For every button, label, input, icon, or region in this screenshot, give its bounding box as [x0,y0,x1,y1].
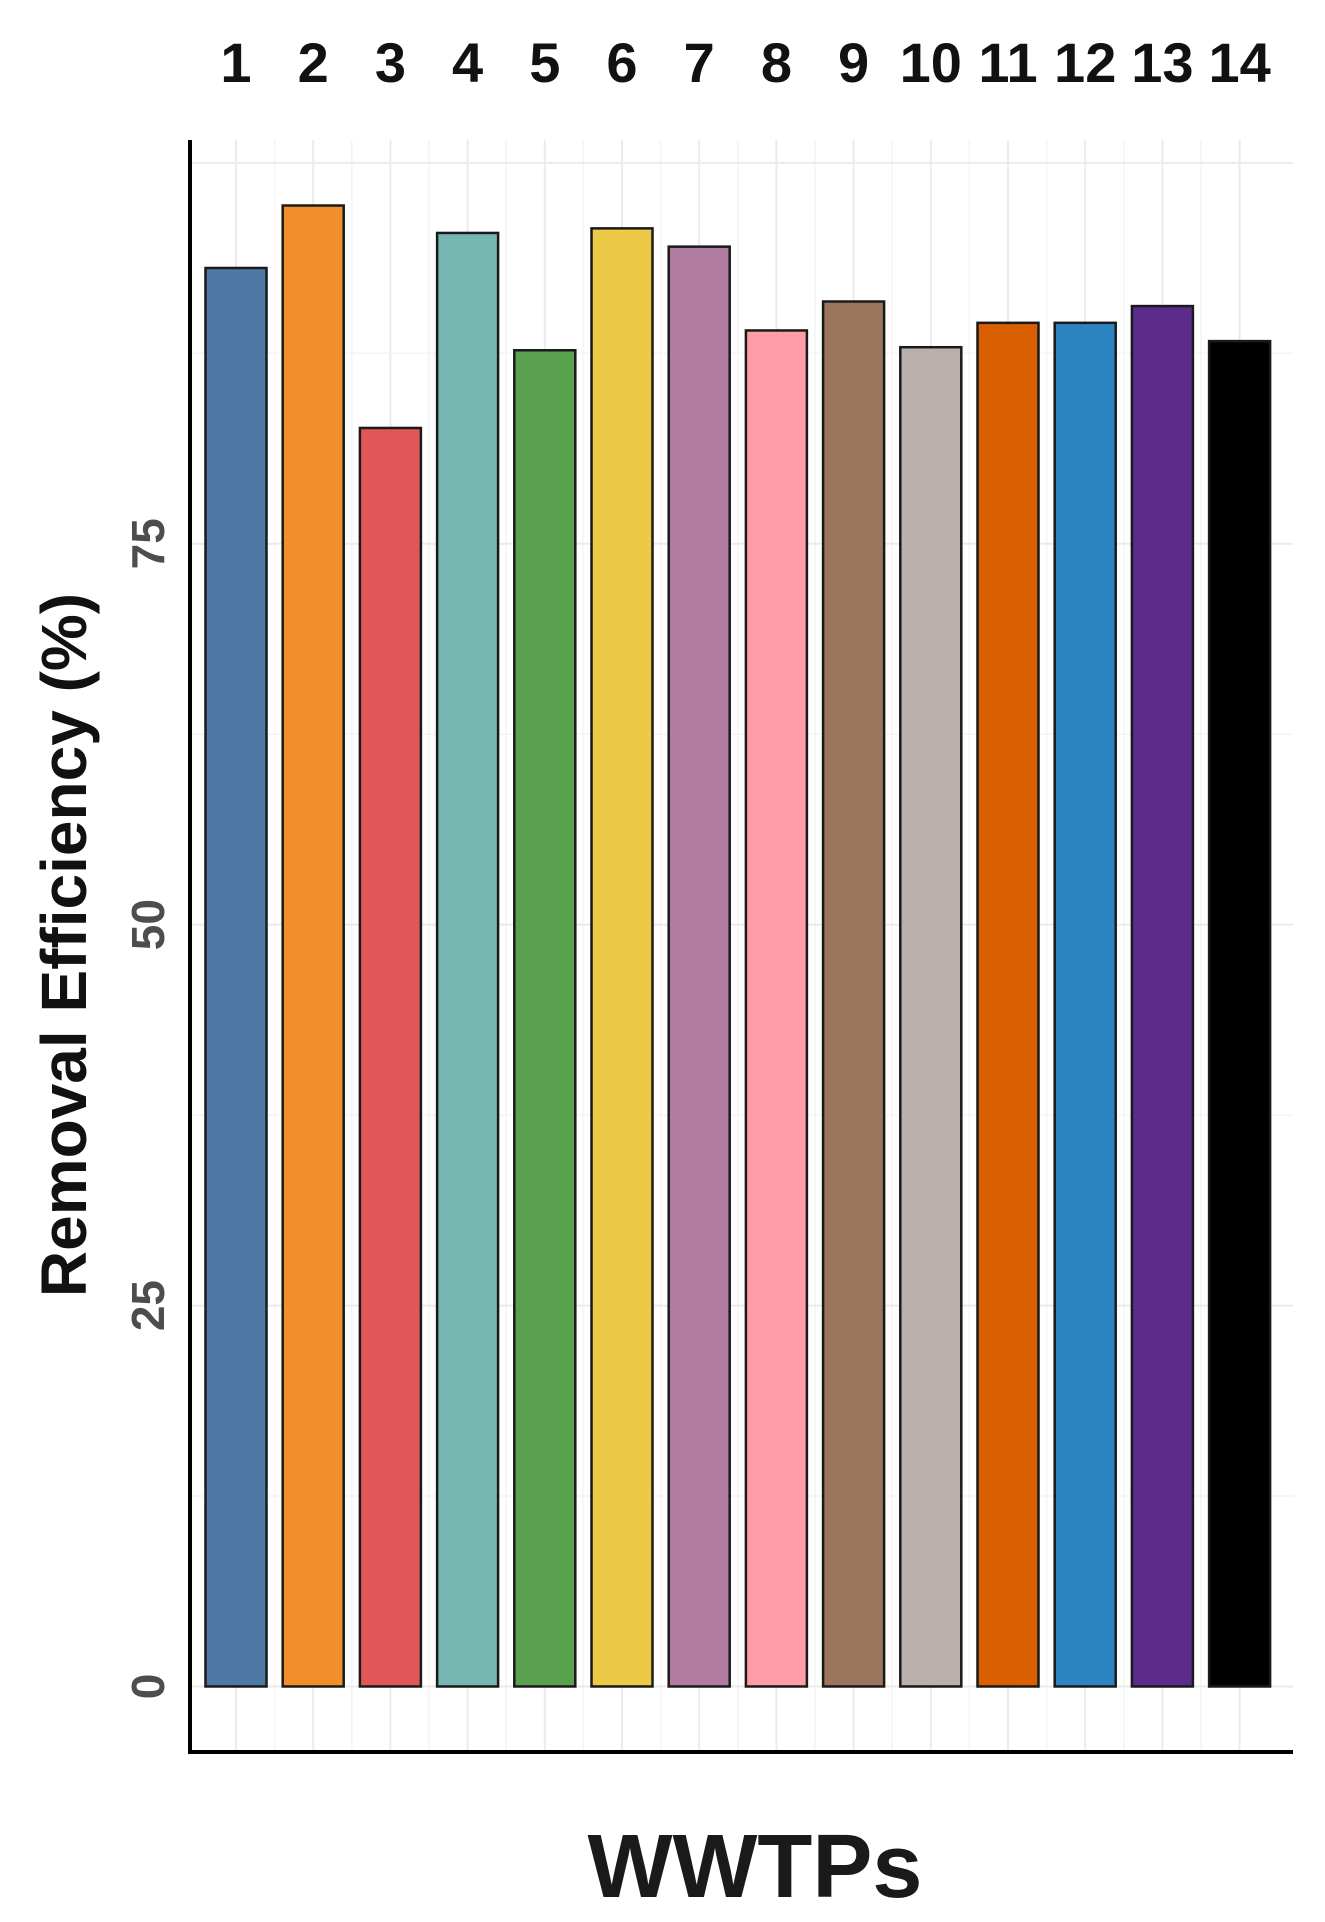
bar-wwtp-13 [1130,304,1195,1688]
category-tick-label: 4 [452,31,483,94]
grid-lines [192,140,1293,1752]
x-axis-label: WWTPs [588,1817,923,1917]
y-tick-label: 50 [122,899,174,950]
category-tick-label: 5 [529,31,560,94]
category-tick-label: 9 [838,31,869,94]
bar-wwtp-9 [821,300,886,1688]
bar-wwtp-8 [744,329,809,1688]
bar-wwtp-5 [513,349,577,1688]
bar-wwtp-14 [1207,339,1272,1688]
category-tick-label: 12 [1054,31,1116,94]
bar-wwtp-4 [435,231,500,1688]
bar-wwtp-10 [899,345,963,1688]
bar-wwtp-2 [281,204,345,1688]
bar-wwtp-3 [358,426,423,1688]
category-tick-label: 2 [298,31,329,94]
category-tick-label: 3 [375,31,406,94]
category-tick-label: 14 [1208,31,1270,94]
y-tick-labels: 0 25 50 75 [122,518,174,1699]
bars [204,204,1272,1688]
y-tick-label: 25 [122,1280,174,1331]
category-tick-label: 11 [978,31,1037,94]
category-tick-label: 13 [1131,31,1193,94]
bar-wwtp-11 [976,321,1040,1688]
y-tick-label: 75 [122,518,174,569]
bar-wwtp-6 [590,227,654,1688]
axes [188,140,1293,1754]
y-tick-label: 0 [122,1674,174,1700]
category-tick-label: 1 [220,31,251,94]
bar-wwtp-1 [204,266,268,1688]
bar-wwtp-7 [667,245,731,1688]
category-tick-label: 10 [900,31,962,94]
category-tick-label: 6 [606,31,637,94]
category-tick-labels: 1 2 3 4 5 6 7 8 9 10 11 12 13 14 [220,31,1270,94]
bar-wwtp-12 [1053,321,1117,1688]
category-tick-label: 7 [684,31,715,94]
category-tick-label: 8 [761,31,792,94]
y-axis-label: Removal Efficiency (%) [28,593,100,1297]
